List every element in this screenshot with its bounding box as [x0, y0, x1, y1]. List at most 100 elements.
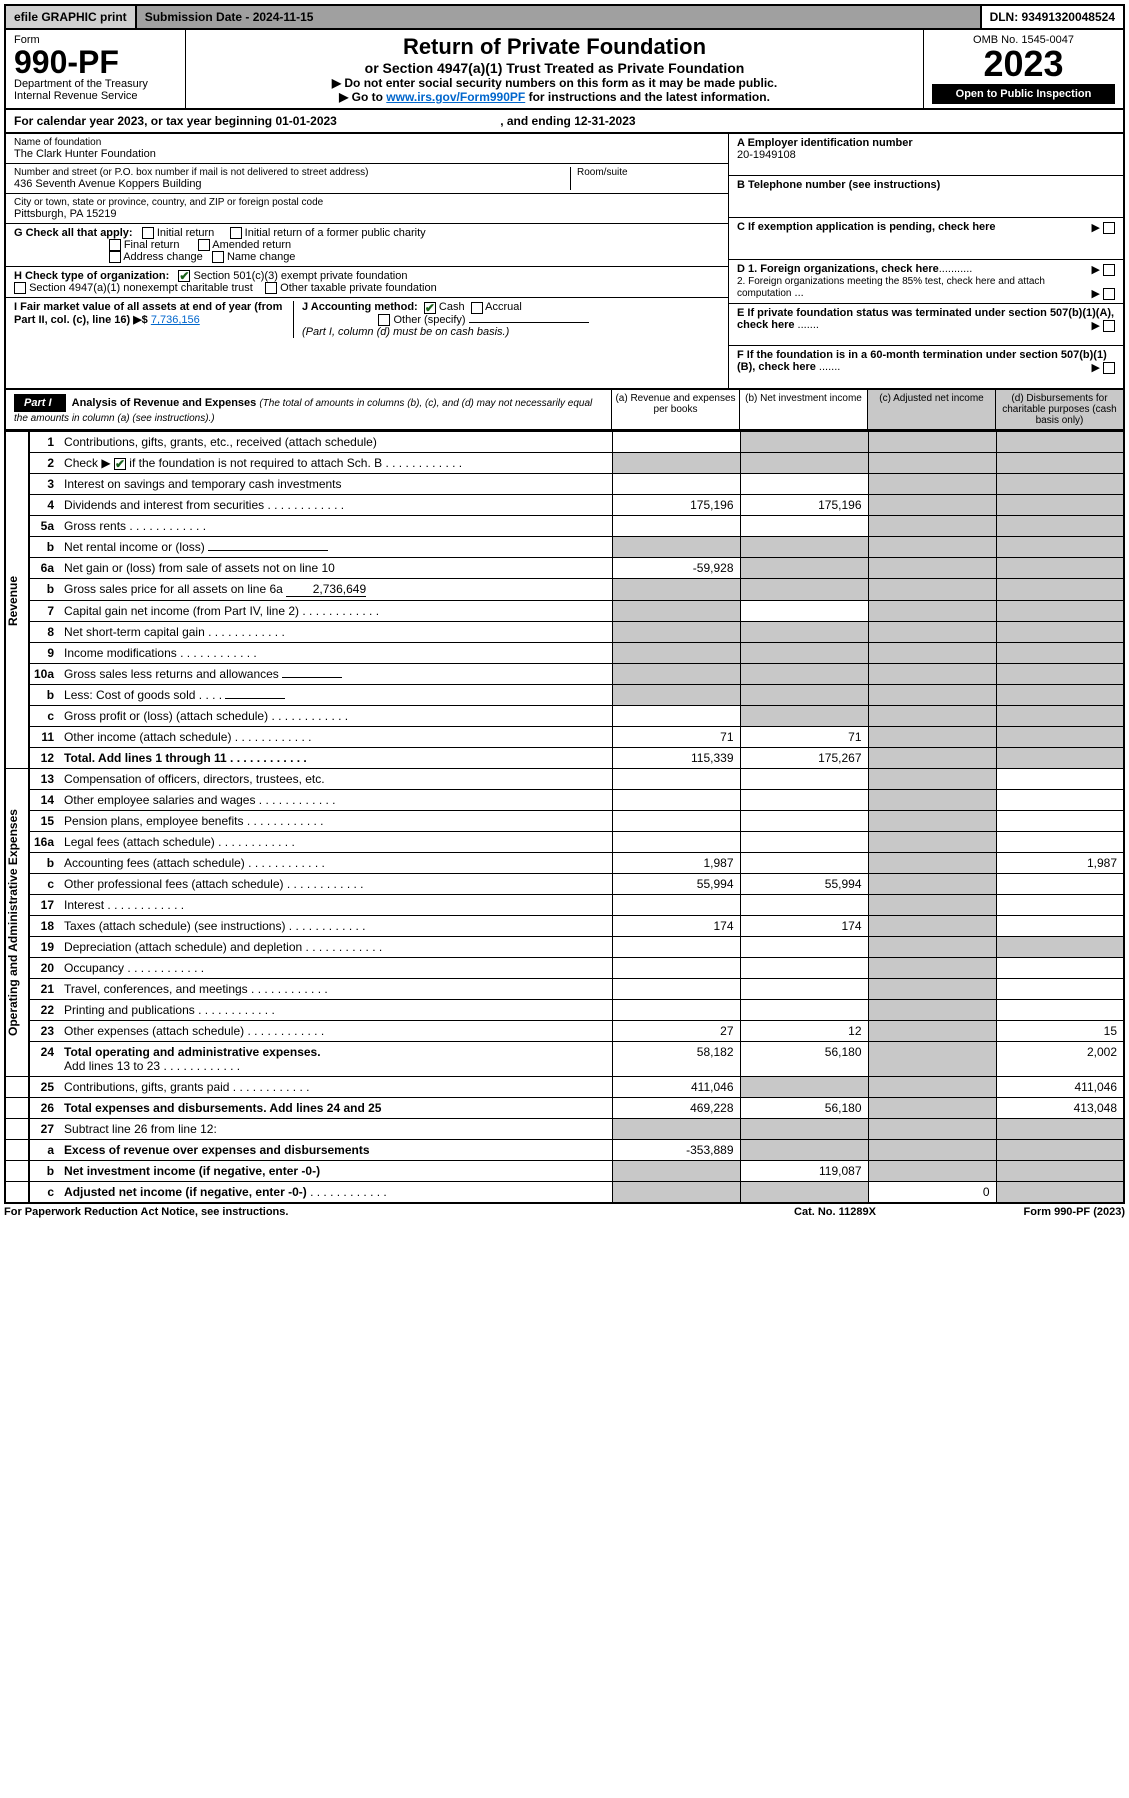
topbar: efile GRAPHIC print Submission Date - 20…: [4, 4, 1125, 30]
dept-line-2: Internal Revenue Service: [14, 90, 177, 102]
col-a-header: (a) Revenue and expenses per books: [611, 390, 739, 429]
table-row: 6aNet gain or (loss) from sale of assets…: [5, 558, 1124, 579]
table-row: 20Occupancy: [5, 958, 1124, 979]
ck-cash[interactable]: [424, 302, 436, 314]
city-label: City or town, state or province, country…: [14, 197, 720, 208]
section-e: E If private foundation status was termi…: [729, 304, 1123, 346]
dln: DLN: 93491320048524: [982, 6, 1123, 28]
name-label: Name of foundation: [14, 137, 720, 148]
j-note: (Part I, column (d) must be on cash basi…: [302, 326, 509, 338]
table-row: 23Other expenses (attach schedule)271215: [5, 1021, 1124, 1042]
ck-501c3[interactable]: [178, 270, 190, 282]
table-row: cOther professional fees (attach schedul…: [5, 874, 1124, 895]
table-row: 14Other employee salaries and wages: [5, 790, 1124, 811]
instr-1: ▶ Do not enter social security numbers o…: [194, 76, 915, 90]
dept-line-1: Department of the Treasury: [14, 78, 177, 90]
table-row: Operating and Administrative Expenses 13…: [5, 769, 1124, 790]
section-i-label: I Fair market value of all assets at end…: [14, 301, 282, 326]
table-row: 27Subtract line 26 from line 12:: [5, 1119, 1124, 1140]
ck-amended-return[interactable]: [198, 239, 210, 251]
efile-label[interactable]: efile GRAPHIC print: [6, 6, 137, 28]
table-row: bNet rental income or (loss): [5, 537, 1124, 558]
ck-foreign-org[interactable]: [1103, 264, 1115, 276]
form-number: 990-PF: [14, 46, 177, 78]
title-sub: or Section 4947(a)(1) Trust Treated as P…: [194, 60, 915, 76]
part1-table: Revenue 1Contributions, gifts, grants, e…: [4, 431, 1125, 1204]
table-row: 21Travel, conferences, and meetings: [5, 979, 1124, 1000]
ck-4947a1[interactable]: [14, 282, 26, 294]
col-c-header: (c) Adjusted net income: [867, 390, 995, 429]
table-row: bNet investment income (if negative, ent…: [5, 1161, 1124, 1182]
table-row: 18Taxes (attach schedule) (see instructi…: [5, 916, 1124, 937]
form-header: Form 990-PF Department of the Treasury I…: [4, 30, 1125, 110]
table-row: 4Dividends and interest from securities1…: [5, 495, 1124, 516]
footer-mid: Cat. No. 11289X: [745, 1206, 925, 1218]
side-revenue: Revenue: [5, 432, 29, 769]
ck-initial-former[interactable]: [230, 227, 242, 239]
table-row: 16aLegal fees (attach schedule): [5, 832, 1124, 853]
table-row: 7Capital gain net income (from Part IV, …: [5, 601, 1124, 622]
footer: For Paperwork Reduction Act Notice, see …: [4, 1204, 1125, 1220]
ck-final-return[interactable]: [109, 239, 121, 251]
part1-title: Analysis of Revenue and Expenses: [72, 397, 257, 409]
ck-exemption-pending[interactable]: [1103, 222, 1115, 234]
street-address: 436 Seventh Avenue Koppers Building: [14, 178, 570, 190]
ein-label: A Employer identification number: [737, 137, 1115, 149]
footer-right: Form 990-PF (2023): [925, 1206, 1125, 1218]
table-row: 24Total operating and administrative exp…: [5, 1042, 1124, 1077]
identity-block: Name of foundation The Clark Hunter Foun…: [4, 134, 1125, 390]
instr-2: ▶ Go to www.irs.gov/Form990PF for instru…: [194, 90, 915, 104]
table-row: 22Printing and publications: [5, 1000, 1124, 1021]
form-link[interactable]: www.irs.gov/Form990PF: [386, 90, 525, 104]
table-row: 2Check ▶ if the foundation is not requir…: [5, 453, 1124, 474]
table-row: bLess: Cost of goods sold . . . .: [5, 685, 1124, 706]
ck-other-taxable[interactable]: [265, 282, 277, 294]
section-d: D 1. Foreign organizations, check here..…: [729, 260, 1123, 304]
ck-foreign-85[interactable]: [1103, 288, 1115, 300]
fmv-value[interactable]: 7,736,156: [151, 314, 200, 326]
section-h: H Check type of organization: Section 50…: [6, 267, 728, 298]
table-row: aExcess of revenue over expenses and dis…: [5, 1140, 1124, 1161]
side-expenses: Operating and Administrative Expenses: [5, 769, 29, 1077]
table-row: 12Total. Add lines 1 through 11115,33917…: [5, 748, 1124, 769]
ck-other-method[interactable]: [378, 314, 390, 326]
table-row: 10aGross sales less returns and allowanc…: [5, 664, 1124, 685]
col-b-header: (b) Net investment income: [739, 390, 867, 429]
table-row: Revenue 1Contributions, gifts, grants, e…: [5, 432, 1124, 453]
table-row: bAccounting fees (attach schedule)1,9871…: [5, 853, 1124, 874]
open-public-tag: Open to Public Inspection: [932, 84, 1115, 104]
section-f: F If the foundation is in a 60-month ter…: [729, 346, 1123, 388]
room-label: Room/suite: [577, 167, 720, 178]
part1-header: Part I Analysis of Revenue and Expenses …: [4, 390, 1125, 431]
ck-name-change[interactable]: [212, 251, 224, 263]
table-row: 15Pension plans, employee benefits: [5, 811, 1124, 832]
table-row: 5aGross rents: [5, 516, 1124, 537]
section-c: C If exemption application is pending, c…: [729, 218, 1123, 260]
ck-initial-return[interactable]: [142, 227, 154, 239]
ck-status-terminated[interactable]: [1103, 320, 1115, 332]
table-row: 17Interest: [5, 895, 1124, 916]
col-d-header: (d) Disbursements for charitable purpose…: [995, 390, 1123, 429]
submission-date: Submission Date - 2024-11-15: [137, 6, 982, 28]
ck-address-change[interactable]: [109, 251, 121, 263]
ck-sch-b[interactable]: [114, 458, 126, 470]
table-row: 25Contributions, gifts, grants paid411,0…: [5, 1077, 1124, 1098]
table-row: cAdjusted net income (if negative, enter…: [5, 1182, 1124, 1204]
tel-label: B Telephone number (see instructions): [737, 179, 1115, 191]
part1-tag: Part I: [14, 394, 66, 412]
table-row: 11Other income (attach schedule)7171: [5, 727, 1124, 748]
table-row: 3Interest on savings and temporary cash …: [5, 474, 1124, 495]
section-g: G Check all that apply: Initial return I…: [6, 224, 728, 267]
calendar-year-line: For calendar year 2023, or tax year begi…: [4, 110, 1125, 134]
footer-left: For Paperwork Reduction Act Notice, see …: [4, 1206, 745, 1218]
ck-accrual[interactable]: [471, 302, 483, 314]
city-value: Pittsburgh, PA 15219: [14, 208, 720, 220]
table-row: cGross profit or (loss) (attach schedule…: [5, 706, 1124, 727]
tax-year: 2023: [932, 46, 1115, 82]
addr-label: Number and street (or P.O. box number if…: [14, 167, 570, 178]
ck-60-month[interactable]: [1103, 362, 1115, 374]
table-row: 19Depreciation (attach schedule) and dep…: [5, 937, 1124, 958]
title-main: Return of Private Foundation: [194, 34, 915, 60]
table-row: bGross sales price for all assets on lin…: [5, 579, 1124, 601]
table-row: 8Net short-term capital gain: [5, 622, 1124, 643]
